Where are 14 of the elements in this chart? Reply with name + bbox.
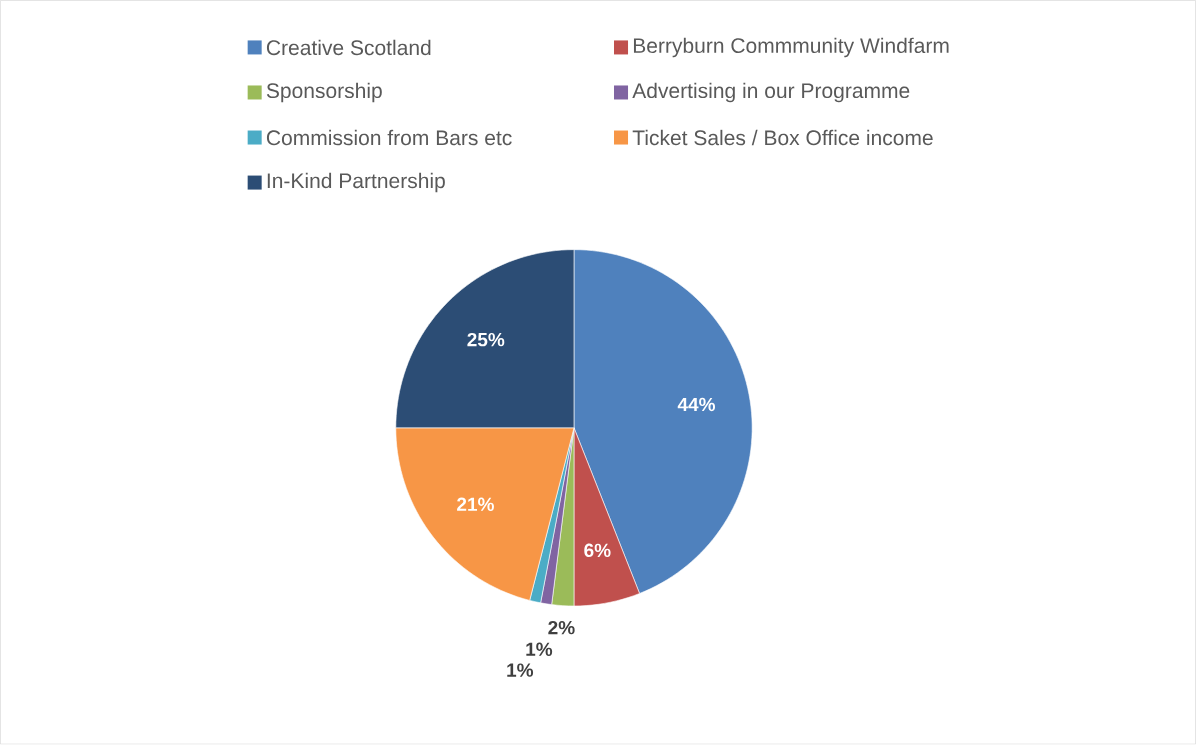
data-label: 25% (467, 333, 505, 347)
legend-label: Sponsorship (266, 82, 382, 103)
data-label: 1% (507, 663, 534, 678)
data-label: 1% (526, 642, 553, 657)
legend-label: Ticket Sales / Box Office income (632, 130, 933, 146)
legend-label: Creative Scotland (266, 39, 431, 56)
legend-label: Commission from Bars etc (266, 130, 512, 146)
legend-label: Berryburn Commmunity Windfarm (633, 37, 949, 58)
legend-label: In-Kind Partnership (267, 173, 445, 193)
legend-label: Advertising in our Programme (632, 82, 910, 103)
data-label: 2% (548, 621, 575, 635)
data-label: 6% (584, 543, 611, 558)
data-label: 44% (677, 397, 716, 412)
data-label: 21% (457, 497, 494, 512)
